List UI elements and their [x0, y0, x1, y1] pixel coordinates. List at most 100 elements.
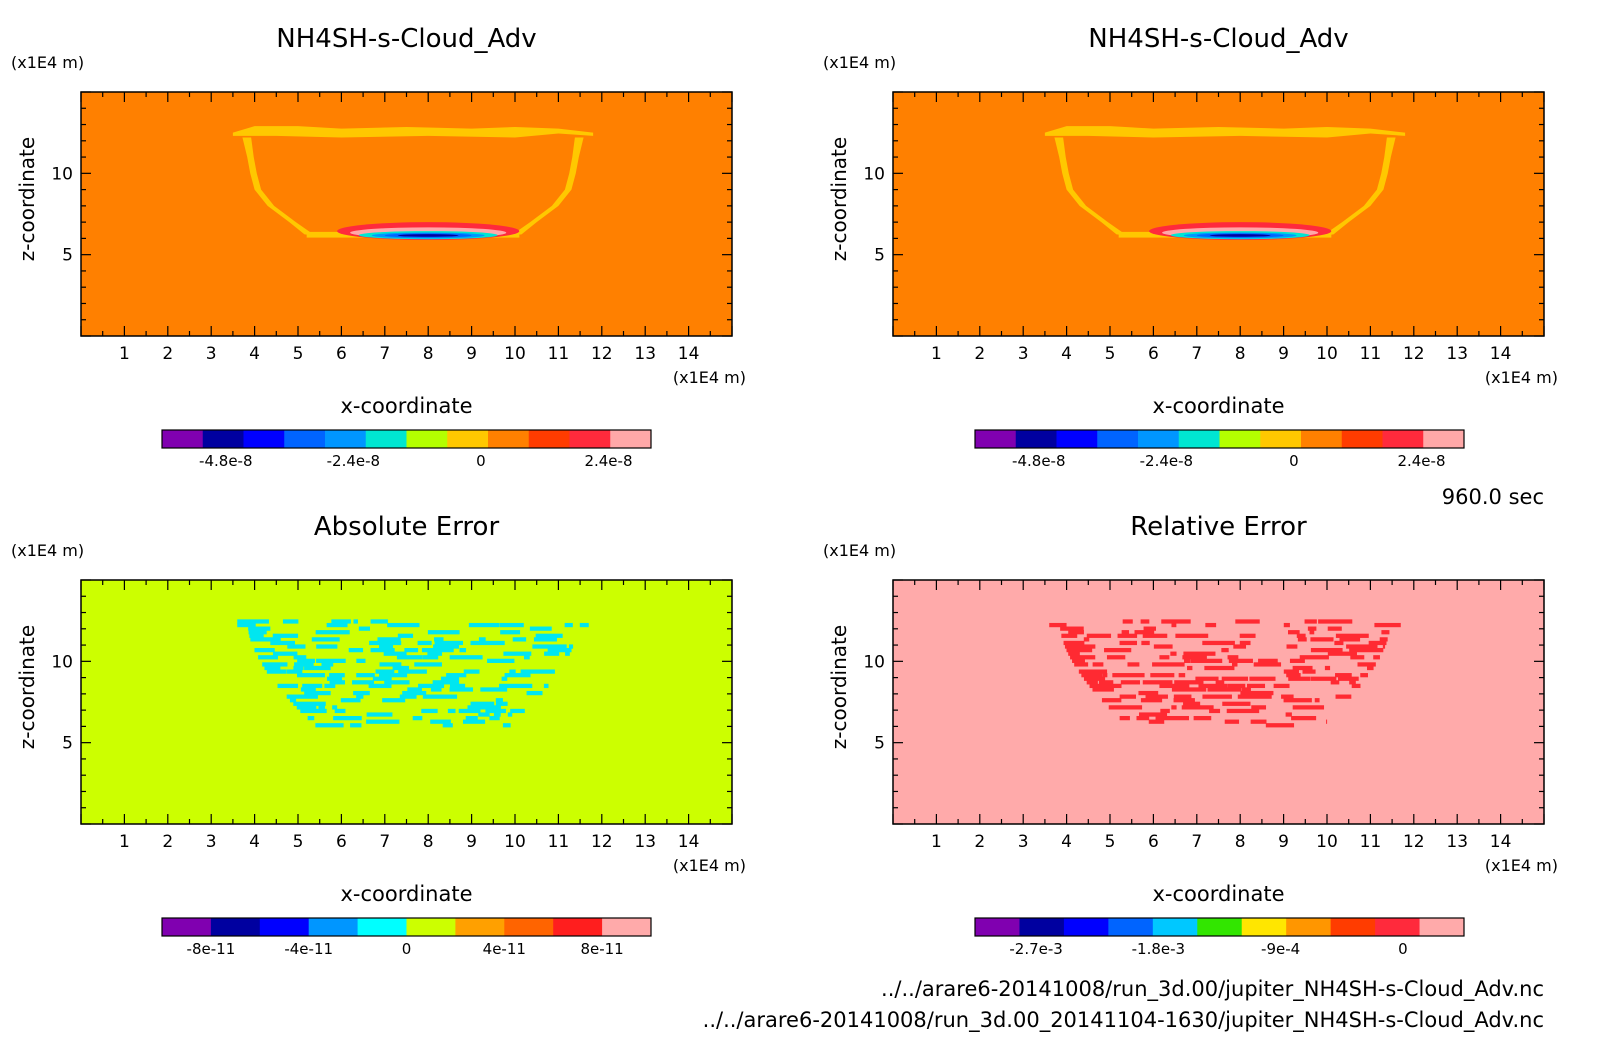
y-unit-label: (x1E4 m) [823, 541, 896, 560]
time-label: 960.0 sec [1442, 485, 1544, 509]
error-patch [565, 651, 570, 656]
x-tick-label: 11 [548, 832, 570, 852]
error-patch [421, 708, 438, 714]
colorbar-cell [610, 430, 652, 448]
error-patch [1187, 665, 1193, 671]
error-patch [398, 669, 427, 674]
colorbar-cell [365, 430, 407, 448]
colorbar-cell [1138, 430, 1180, 448]
colorbar-cell [1097, 430, 1139, 448]
error-patch [532, 644, 567, 649]
x-tick-label: 13 [634, 344, 656, 364]
x-tick-label: 10 [504, 832, 526, 852]
error-patch [1227, 655, 1239, 660]
error-patch [370, 619, 388, 624]
error-patch [564, 622, 573, 628]
y-tick-label: 5 [62, 734, 73, 754]
colorbar-frame [974, 429, 1465, 449]
error-patch [1309, 630, 1315, 635]
colorbar-cell [1178, 430, 1220, 448]
error-patch [237, 622, 256, 628]
x-tick-label: 12 [591, 344, 613, 364]
error-patch [1184, 658, 1191, 663]
y-axis-label: z-coordinate [15, 625, 39, 749]
error-patch [449, 683, 466, 689]
error-patch [1283, 669, 1299, 674]
error-patch [1221, 676, 1249, 681]
field-features [232, 126, 594, 241]
error-patch [449, 655, 483, 660]
error-patch [421, 647, 454, 653]
error-patch [526, 690, 543, 696]
error-patch [289, 698, 297, 703]
cloud-core-level-6 [1209, 234, 1271, 237]
error-patch [1368, 640, 1387, 646]
error-patch [1338, 676, 1359, 681]
error-patch [277, 683, 299, 689]
error-patch [1222, 701, 1251, 706]
error-patch [366, 712, 393, 717]
error-patch [348, 647, 364, 653]
error-patch [1283, 698, 1312, 703]
error-patch [447, 708, 456, 714]
error-patch [1235, 619, 1260, 624]
error-patch [249, 633, 264, 638]
error-patch [414, 662, 442, 667]
field-background [893, 580, 1544, 824]
colorbar-tick-label: 0 [1398, 940, 1408, 958]
x-tick-label: 2 [162, 344, 173, 364]
error-patch [387, 622, 420, 628]
colorbar-cell [1056, 430, 1098, 448]
error-patch [384, 680, 410, 685]
error-patch [258, 655, 278, 660]
error-patch [1061, 633, 1078, 638]
colorbar-cell [1341, 430, 1383, 448]
colorbar-cell [1063, 918, 1109, 936]
error-patch [467, 705, 501, 710]
x-tick-label: 6 [336, 832, 347, 852]
error-patch [266, 669, 287, 674]
x-tick-label: 10 [504, 344, 526, 364]
error-patch [1174, 680, 1204, 685]
error-patch [1173, 698, 1195, 703]
error-patch [272, 633, 299, 638]
error-patch [1318, 619, 1353, 624]
colorbar-cell [1301, 430, 1343, 448]
x-tick-label: 8 [423, 832, 434, 852]
error-patch [1379, 637, 1388, 642]
colorbar-tick-label: -8e-11 [187, 940, 236, 958]
error-patch [1251, 705, 1267, 710]
error-patch [1078, 669, 1108, 674]
colorbar-cell [1241, 918, 1287, 936]
x-tick-label: 4 [1061, 832, 1072, 852]
colorbar: -2.7e-3 -1.8e-3 -9e-4 0 [974, 917, 1465, 958]
error-patch [1296, 633, 1306, 638]
error-patch [535, 633, 563, 638]
x-unit-label: (x1E4 m) [673, 368, 746, 387]
error-patch [377, 637, 401, 642]
error-patch [321, 662, 334, 667]
colorbar-cell [553, 918, 603, 936]
error-patch [500, 630, 521, 635]
error-patch [1102, 673, 1108, 678]
chart-panel-3: Absolute Error(x1E4 m)1 2 3 4 5 6 7 8 9 10 11 12 13 1… [11, 512, 746, 958]
x-tick-label: 13 [1446, 832, 1468, 852]
error-patch [1083, 676, 1106, 681]
error-patch [1060, 626, 1084, 631]
error-patch [286, 669, 303, 674]
error-patch [237, 619, 269, 624]
x-axis-label: x-coordinate [1152, 882, 1284, 906]
error-patch [1063, 640, 1085, 646]
error-patch [1175, 633, 1209, 638]
error-patch [1253, 662, 1282, 667]
error-patch [397, 633, 414, 638]
error-patch [1119, 715, 1130, 721]
x-tick-label: 12 [1403, 344, 1425, 364]
error-patch [402, 690, 427, 696]
error-patch [1089, 683, 1122, 689]
error-patch [1283, 622, 1290, 628]
error-patch [1159, 655, 1170, 660]
error-patch [1108, 705, 1143, 710]
error-patch [1143, 626, 1156, 631]
error-patch [485, 708, 506, 714]
